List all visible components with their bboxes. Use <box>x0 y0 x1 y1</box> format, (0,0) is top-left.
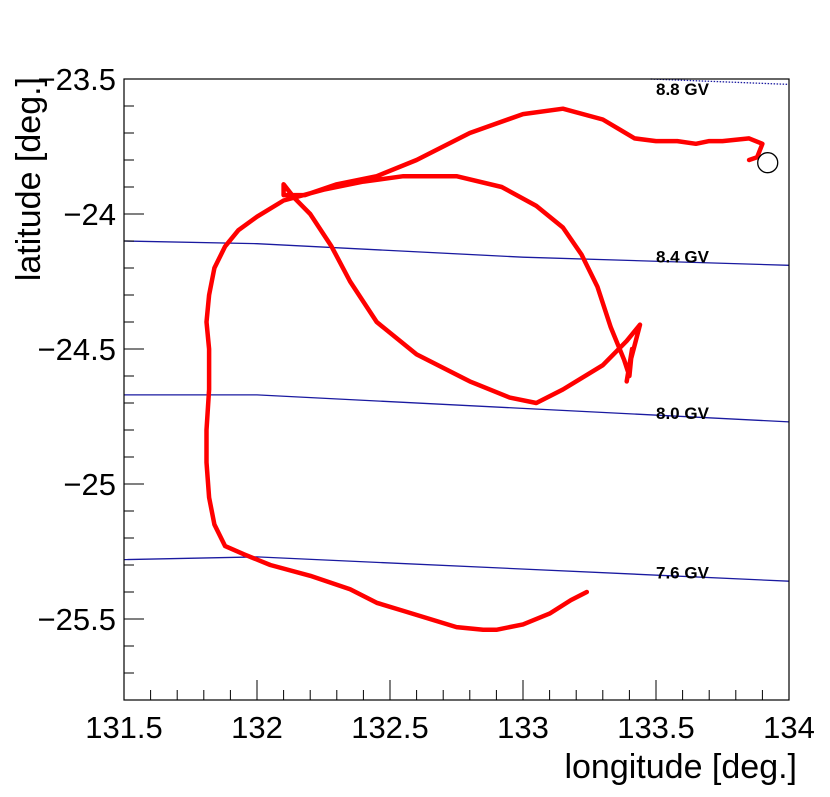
x-tick-label: 132.5 <box>351 710 429 745</box>
axis-ticks: 131.5 132 132.5 133 133.5 134 −23.5 −24 −24.5 −25… <box>38 62 815 745</box>
rigidity-contours: 8.8 GV 8.4 GV 8.0 GV 7.6 GV <box>123 78 790 583</box>
contour-label: 8.8 GV <box>656 80 710 99</box>
trajectory-series <box>204 106 765 633</box>
x-tick-label: 131.5 <box>85 710 163 745</box>
x-tick-label: 133.5 <box>617 710 695 745</box>
start-marker <box>757 152 779 174</box>
contour-line <box>123 556 790 582</box>
contour-label: 7.6 GV <box>656 564 710 583</box>
marker-circle <box>757 152 779 174</box>
y-axis-title: latitude [deg.] <box>10 77 48 281</box>
contour-label: 8.4 GV <box>656 248 710 267</box>
contour-label: 8.0 GV <box>656 404 710 423</box>
contour-line <box>123 240 790 266</box>
x-axis-title: longitude [deg.] <box>564 748 797 786</box>
y-tick-label: −25.5 <box>38 602 116 637</box>
x-tick-label: 133 <box>497 710 549 745</box>
trajectory-line <box>204 106 765 633</box>
y-tick-label: −23.5 <box>38 62 116 97</box>
y-tick-label: −25 <box>63 467 116 502</box>
contour-line <box>124 394 790 423</box>
contour-line <box>650 78 790 86</box>
x-tick-label: 132 <box>231 710 283 745</box>
plot-frame <box>123 78 790 701</box>
y-tick-label: −24.5 <box>38 332 116 367</box>
y-tick-label: −24 <box>63 197 116 232</box>
x-tick-label: 134 <box>763 710 815 745</box>
